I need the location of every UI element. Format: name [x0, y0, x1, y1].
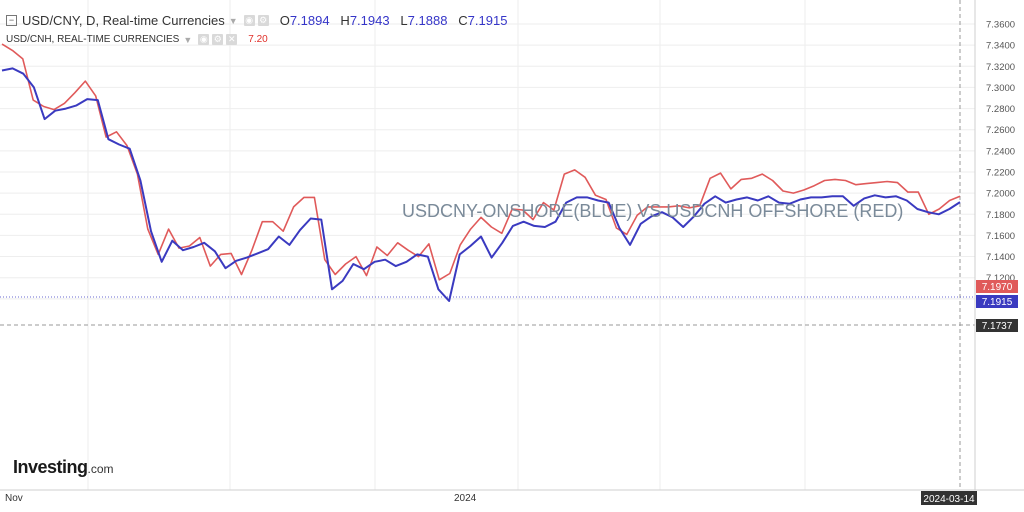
cursor-date-tag — [921, 491, 977, 505]
y-tick-label: 7.2400 — [986, 146, 1015, 157]
y-tick-label: 7.1200 — [986, 273, 1015, 284]
y-tick-label: 7.3600 — [986, 20, 1015, 31]
y-tick-label: 7.2000 — [986, 189, 1015, 200]
crosshair-price-tag — [976, 319, 1018, 332]
offshore-price-tag — [976, 280, 1018, 293]
close-icon[interactable]: ✕ — [226, 34, 238, 45]
series-layer — [1, 43, 961, 302]
x-tick-label: 2024 — [454, 493, 477, 504]
settings-icon[interactable]: ⚙ — [212, 34, 224, 45]
low-value: 7.1888 — [407, 13, 448, 28]
offshore-series-line — [1, 43, 961, 281]
y-tick-label: 7.3000 — [986, 83, 1015, 94]
compare-value: 7.20 — [248, 34, 268, 45]
main-symbol-label[interactable]: USD/CNY, D, Real-time Currencies — [22, 13, 225, 28]
main-series-legend: − USD/CNY, D, Real-time Currencies ▼ ◉ ⚙… — [6, 13, 507, 28]
investing-logo: Investing.com — [13, 457, 114, 477]
onshore-price-tag — [976, 295, 1018, 308]
grid — [0, 0, 975, 490]
y-tick-label: 7.3200 — [986, 62, 1015, 73]
x-axis: Nov 2024 2024-03-14 — [5, 491, 977, 505]
y-tick-label: 7.3400 — [986, 41, 1015, 52]
compare-symbol-label[interactable]: USD/CNH, REAL-TIME CURRENCIES — [6, 34, 180, 45]
y-tick-label: 7.2800 — [986, 104, 1015, 115]
chevron-down-icon[interactable]: ▼ — [183, 34, 193, 45]
y-tick-label: 7.2200 — [986, 167, 1015, 178]
offshore-price-label: 7.1970 — [982, 282, 1013, 293]
onshore-price-label: 7.1915 — [982, 297, 1013, 308]
x-tick-label: Nov — [5, 493, 23, 504]
collapse-icon[interactable]: − — [6, 15, 17, 26]
settings-icon[interactable]: ⚙ — [257, 15, 269, 26]
close-value: 7.1915 — [467, 13, 508, 28]
open-value: 7.1894 — [289, 13, 330, 28]
y-tick-label: 7.2600 — [986, 125, 1015, 136]
crosshair-price-label: 7.1737 — [982, 321, 1013, 332]
cursor-date-label: 2024-03-14 — [923, 494, 975, 505]
high-value: 7.1943 — [349, 13, 390, 28]
eye-icon[interactable]: ◉ — [198, 34, 210, 45]
ohlc-values: O7.1894 H7.1943 L7.1888 C7.1915 — [279, 13, 508, 28]
chevron-down-icon[interactable]: ▼ — [228, 15, 238, 26]
chart-annotation: USDCNY-ONSHORE(BLUE) VS USDCNH OFFSHORE … — [402, 201, 903, 221]
onshore-series-line — [1, 67, 961, 302]
price-tags: 7.1970 7.1915 7.1737 — [976, 280, 1018, 332]
y-tick-label: 7.1400 — [986, 252, 1015, 263]
eye-icon[interactable]: ◉ — [243, 15, 255, 26]
y-axis: 7.3600 7.3400 7.3200 7.3000 7.2800 7.2600 7.24… — [986, 20, 1015, 306]
compare-series-legend: USD/CNH, REAL-TIME CURRENCIES ▼ ◉ ⚙ ✕ 7.… — [6, 34, 268, 45]
y-tick-label: 7.1600 — [986, 231, 1015, 242]
y-tick-label: 7.1800 — [986, 210, 1015, 221]
